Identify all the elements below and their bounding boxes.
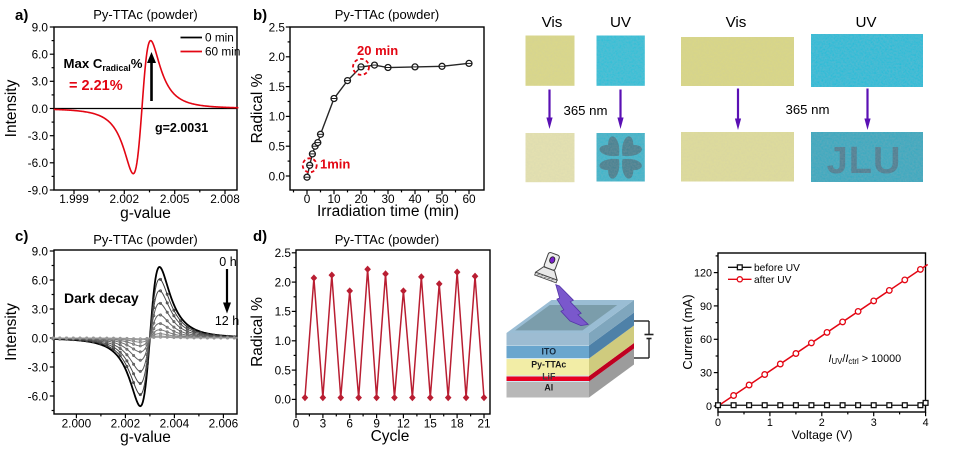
svg-text:1.999: 1.999 xyxy=(59,192,89,206)
svg-text:2.002: 2.002 xyxy=(110,192,140,206)
svg-text:Cycle: Cycle xyxy=(371,428,410,445)
svg-text:g=2.0031: g=2.0031 xyxy=(155,121,208,135)
svg-text:15: 15 xyxy=(424,417,438,431)
svg-text:3.0: 3.0 xyxy=(32,75,49,89)
svg-text:b): b) xyxy=(253,7,267,24)
svg-text:365 nm: 365 nm xyxy=(564,103,608,118)
svg-text:21: 21 xyxy=(477,417,490,431)
svg-text:365 nm: 365 nm xyxy=(786,102,830,117)
svg-text:12: 12 xyxy=(397,417,410,431)
svg-text:0: 0 xyxy=(293,417,300,431)
svg-text:0.0: 0.0 xyxy=(32,102,49,116)
svg-text:Radical %: Radical % xyxy=(249,73,266,143)
svg-text:6: 6 xyxy=(346,417,353,431)
svg-text:120: 120 xyxy=(694,268,712,280)
svg-text:Intensity: Intensity xyxy=(3,303,20,361)
svg-text:g-value: g-value xyxy=(120,205,171,222)
svg-text:-3.0: -3.0 xyxy=(28,129,49,143)
svg-text:3: 3 xyxy=(320,417,327,431)
svg-text:Intensity: Intensity xyxy=(3,79,20,137)
svg-text:Py-TTAc (powder): Py-TTAc (powder) xyxy=(93,232,198,247)
svg-text:LiF: LiF xyxy=(542,372,556,382)
svg-text:d): d) xyxy=(253,228,267,245)
svg-text:UV: UV xyxy=(855,14,877,31)
svg-text:2.008: 2.008 xyxy=(210,192,240,206)
svg-text:= 2.21%: = 2.21% xyxy=(69,78,123,94)
svg-text:9.0: 9.0 xyxy=(32,244,49,258)
svg-text:30: 30 xyxy=(700,368,712,380)
svg-text:c): c) xyxy=(15,228,28,245)
svg-text:Current (mA): Current (mA) xyxy=(680,294,695,369)
svg-text:60: 60 xyxy=(700,334,712,346)
svg-text:0 min: 0 min xyxy=(205,31,234,45)
svg-text:2: 2 xyxy=(819,417,825,429)
svg-text:10: 10 xyxy=(327,192,341,206)
svg-text:UV: UV xyxy=(610,14,632,31)
svg-text:2.004: 2.004 xyxy=(160,417,190,431)
svg-text:0.5: 0.5 xyxy=(269,140,286,154)
svg-text:90: 90 xyxy=(700,301,712,313)
svg-text:1.0: 1.0 xyxy=(269,110,286,124)
svg-text:-3.0: -3.0 xyxy=(28,360,49,374)
svg-text:1.5: 1.5 xyxy=(275,305,292,319)
svg-text:Voltage (V): Voltage (V) xyxy=(792,428,853,442)
svg-text:20 min: 20 min xyxy=(357,43,398,58)
svg-text:3.0: 3.0 xyxy=(32,302,49,316)
svg-text:2.0: 2.0 xyxy=(275,275,292,289)
svg-text:30: 30 xyxy=(381,192,395,206)
svg-text:Radical %: Radical % xyxy=(249,297,266,367)
svg-text:0.5: 0.5 xyxy=(275,363,292,377)
svg-text:6.0: 6.0 xyxy=(32,273,49,287)
svg-text:40: 40 xyxy=(408,192,422,206)
svg-text:-6.0: -6.0 xyxy=(28,389,49,403)
svg-text:Py-TTAc (powder): Py-TTAc (powder) xyxy=(335,7,440,22)
svg-text:a): a) xyxy=(15,7,28,24)
svg-text:9.0: 9.0 xyxy=(32,20,49,34)
svg-text:1: 1 xyxy=(767,417,773,429)
svg-text:1.0: 1.0 xyxy=(275,334,292,348)
svg-text:0: 0 xyxy=(715,417,721,429)
svg-text:Al: Al xyxy=(544,383,553,393)
svg-text:4: 4 xyxy=(923,417,929,429)
svg-text:60: 60 xyxy=(462,192,476,206)
svg-text:2.5: 2.5 xyxy=(269,20,286,34)
svg-text:IUV/Ictrl > 10000: IUV/Ictrl > 10000 xyxy=(829,353,902,366)
svg-text:0 h: 0 h xyxy=(219,255,236,269)
svg-text:0.0: 0.0 xyxy=(275,393,292,407)
svg-text:-9.0: -9.0 xyxy=(28,183,49,197)
svg-text:2.002: 2.002 xyxy=(111,417,141,431)
svg-text:Py-TTAc: Py-TTAc xyxy=(531,360,566,370)
svg-text:12 h: 12 h xyxy=(215,314,239,328)
svg-text:0.0: 0.0 xyxy=(32,331,49,345)
svg-text:50: 50 xyxy=(435,192,449,206)
svg-text:-6.0: -6.0 xyxy=(28,156,49,170)
svg-text:JLU: JLU xyxy=(827,140,902,182)
svg-text:Py-TTAc (powder): Py-TTAc (powder) xyxy=(93,7,198,22)
svg-text:3: 3 xyxy=(871,417,877,429)
svg-text:2.005: 2.005 xyxy=(160,192,190,206)
svg-text:Py-TTAc (powder): Py-TTAc (powder) xyxy=(335,232,440,247)
svg-text:60 min: 60 min xyxy=(205,45,240,59)
svg-text:Dark decay: Dark decay xyxy=(64,290,139,306)
svg-text:2.5: 2.5 xyxy=(275,246,292,260)
svg-text:Irradiation time (min): Irradiation time (min) xyxy=(317,203,459,220)
svg-text:after UV: after UV xyxy=(754,275,792,286)
svg-text:1min: 1min xyxy=(320,157,350,172)
svg-text:Vis: Vis xyxy=(726,14,747,31)
svg-text:0: 0 xyxy=(304,192,311,206)
svg-text:6.0: 6.0 xyxy=(32,48,49,62)
svg-text:18: 18 xyxy=(451,417,465,431)
svg-text:ITO: ITO xyxy=(542,347,557,357)
svg-text:1.5: 1.5 xyxy=(269,80,286,94)
svg-text:2.006: 2.006 xyxy=(209,417,239,431)
svg-text:9: 9 xyxy=(373,417,380,431)
svg-text:g-value: g-value xyxy=(120,429,171,446)
svg-text:20: 20 xyxy=(354,192,368,206)
svg-text:Vis: Vis xyxy=(542,14,563,31)
svg-text:2.000: 2.000 xyxy=(62,417,92,431)
svg-text:2.0: 2.0 xyxy=(269,50,286,64)
svg-text:0.0: 0.0 xyxy=(269,169,286,183)
svg-text:before UV: before UV xyxy=(754,263,800,274)
svg-text:0: 0 xyxy=(706,401,712,413)
